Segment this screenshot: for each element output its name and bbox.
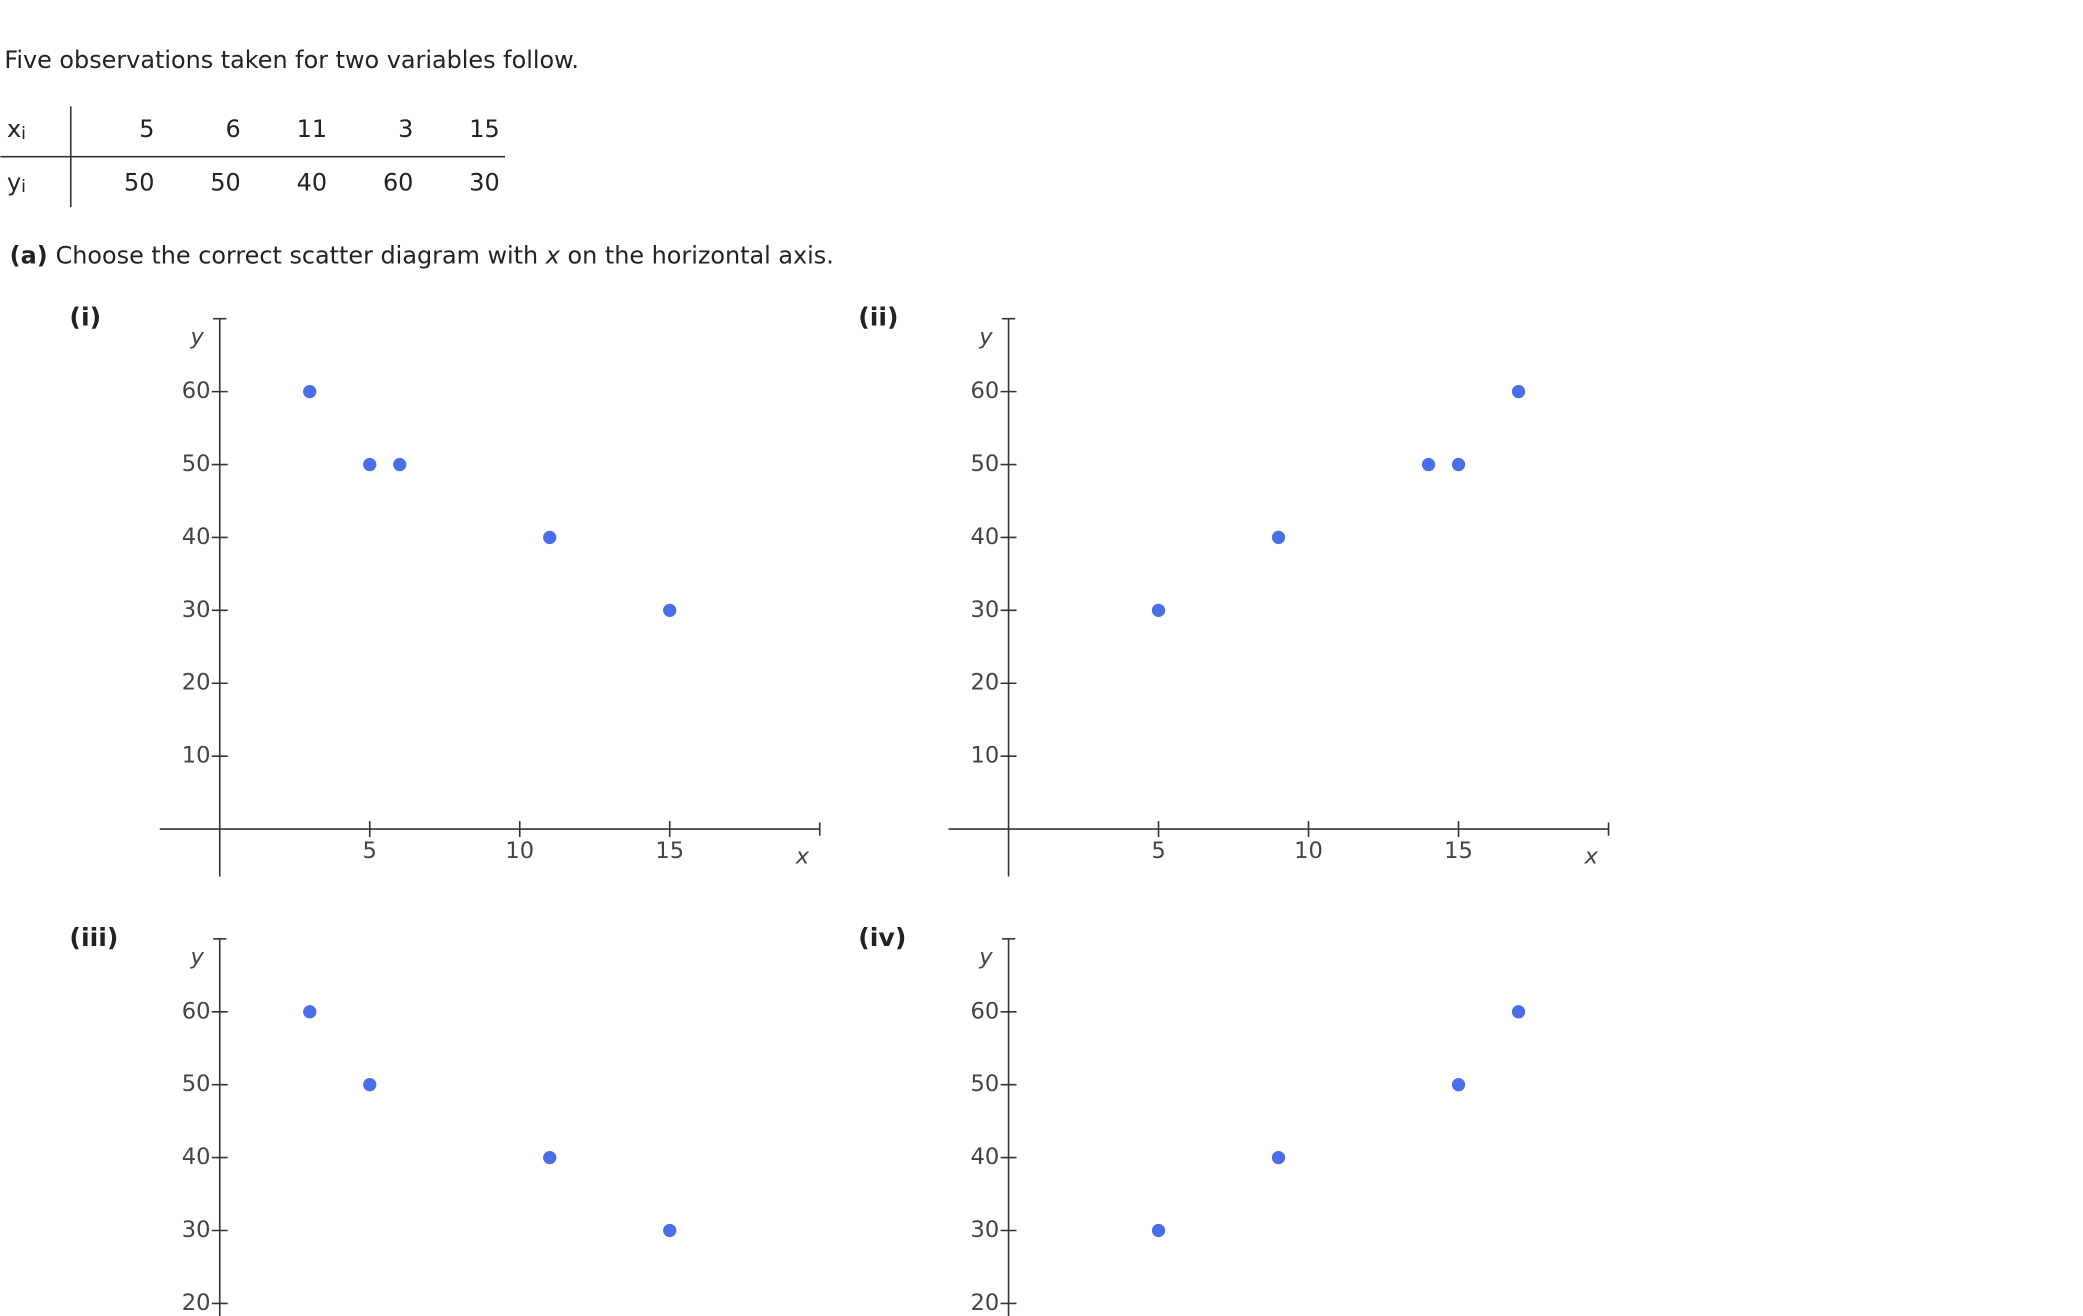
y-axis-label: y — [978, 944, 993, 970]
point — [1451, 1078, 1466, 1092]
point — [393, 457, 407, 472]
x-tick-label: 5 — [1151, 838, 1165, 864]
y-tick-label: 30 — [971, 1217, 1000, 1243]
y-tick-label: 10 — [971, 743, 1000, 769]
x-tick-label: 10 — [505, 838, 534, 864]
point — [1511, 384, 1526, 399]
y-tick-label: 50 — [182, 1071, 211, 1097]
point — [363, 1078, 377, 1092]
x-tick-label: 5 — [363, 838, 377, 864]
table-cell: 30 — [469, 168, 499, 196]
y-tick-label: 40 — [971, 1144, 1000, 1170]
row-label-sub: i — [21, 124, 26, 144]
y-tick-label: 30 — [182, 597, 211, 623]
table-cell: 3 — [398, 115, 413, 143]
point — [1511, 1005, 1526, 1019]
question: (a) Choose the correct scatter diagram wi… — [10, 241, 834, 269]
row-label: yi — [7, 168, 26, 197]
table-cell: 11 — [297, 115, 327, 143]
point — [663, 1223, 677, 1238]
y-axis-label: y — [189, 324, 204, 350]
x-tick-label: 10 — [1294, 838, 1323, 864]
table-cell: 50 — [124, 168, 154, 196]
y-axis-label: y — [978, 324, 993, 350]
point — [1271, 1150, 1286, 1165]
y-tick-label: 30 — [182, 1217, 211, 1243]
point — [1451, 457, 1466, 472]
point — [303, 1005, 317, 1019]
chart-label: (i) — [69, 303, 101, 332]
row-label: xi — [7, 115, 26, 144]
y-tick-label: 20 — [182, 670, 211, 696]
table-cell: 15 — [469, 115, 499, 143]
y-tick-label: 60 — [971, 378, 1000, 404]
table-cell: 6 — [226, 115, 241, 143]
x-axis-label: x — [1584, 843, 1599, 869]
question-part: (a) — [10, 241, 48, 269]
question-variable: x — [545, 241, 561, 269]
table-cell: 40 — [297, 168, 327, 196]
row-label-var: x — [7, 115, 21, 143]
point — [1421, 457, 1436, 472]
y-tick-label: 40 — [182, 1144, 211, 1170]
table-cell: 60 — [383, 168, 413, 196]
y-tick-label: 60 — [182, 998, 211, 1024]
chart-label: (iv) — [858, 923, 906, 952]
y-tick-label: 40 — [971, 524, 1000, 550]
y-tick-label: 40 — [182, 524, 211, 550]
point — [1271, 530, 1286, 545]
question-text: Choose the correct scatter diagram with — [56, 241, 546, 269]
x-tick-label: 15 — [655, 838, 684, 864]
point — [1151, 1223, 1166, 1238]
y-tick-label: 50 — [971, 451, 1000, 477]
y-tick-label: 50 — [182, 451, 211, 477]
point — [663, 603, 677, 617]
point — [363, 457, 377, 472]
chart-label: (iii) — [69, 923, 118, 952]
question-text: on the horizontal axis. — [560, 241, 834, 269]
y-tick-label: 60 — [971, 998, 1000, 1024]
point — [543, 530, 557, 545]
y-tick-label: 30 — [971, 597, 1000, 623]
y-axis-label: y — [189, 944, 204, 970]
point — [303, 384, 317, 399]
y-tick-label: 20 — [971, 1290, 1000, 1316]
x-axis-label: x — [795, 843, 810, 869]
point — [1151, 603, 1166, 617]
y-tick-label: 10 — [182, 743, 211, 769]
y-tick-label: 20 — [182, 1290, 211, 1316]
table-cell: 5 — [139, 115, 154, 143]
row-label-sub: i — [21, 177, 26, 197]
x-tick-label: 15 — [1444, 838, 1473, 864]
table-cell: 50 — [210, 168, 240, 196]
point — [543, 1150, 557, 1165]
y-tick-label: 20 — [971, 670, 1000, 696]
y-tick-label: 50 — [971, 1071, 1000, 1097]
row-label-var: y — [7, 168, 21, 196]
intro: Five observations taken for two variable… — [4, 46, 579, 74]
y-tick-label: 60 — [182, 378, 211, 404]
chart-label: (ii) — [858, 303, 898, 332]
